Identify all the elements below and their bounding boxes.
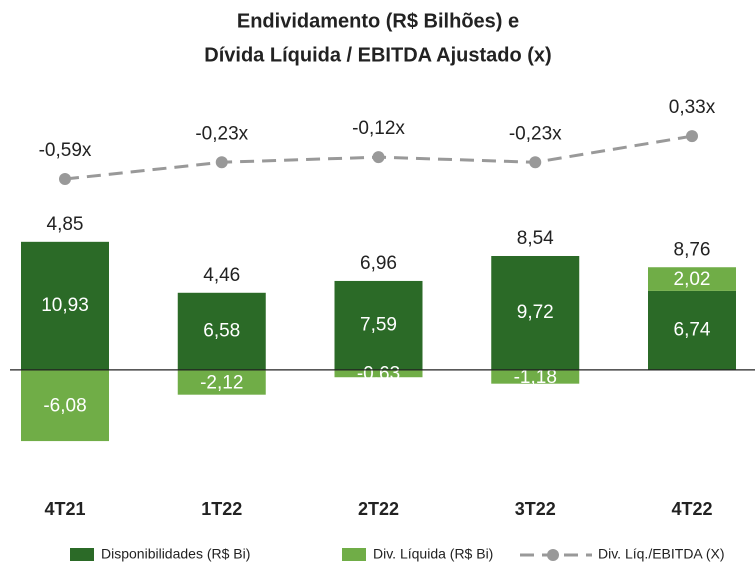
- bar: [334, 280, 423, 370]
- marker: [686, 130, 698, 143]
- total-label: 4,85: [47, 214, 84, 235]
- bar: [648, 290, 736, 370]
- legend-swatch: [70, 548, 94, 561]
- legend-label: Div. Líquida (R$ Bi): [373, 546, 493, 562]
- marker: [529, 156, 542, 169]
- x-tick-label: 4T21: [44, 499, 85, 519]
- x-tick-label: 2T22: [358, 499, 399, 519]
- total-label: 8,54: [517, 228, 554, 249]
- data-label: 7,59: [360, 314, 397, 335]
- data-label: -0,63: [357, 364, 400, 385]
- chart-title: Dívida Líquida / EBITDA Ajustado (x): [204, 44, 551, 66]
- data-label: 6,74: [674, 319, 711, 340]
- data-label: -1,18: [514, 367, 557, 388]
- total-label: 4,46: [203, 265, 240, 286]
- marker: [59, 173, 71, 186]
- bar: [21, 241, 109, 370]
- bar: [21, 369, 109, 442]
- bar: [177, 292, 266, 370]
- data-label: -0,23x: [509, 123, 562, 144]
- data-label: -2,12: [200, 372, 243, 393]
- marker: [215, 156, 228, 169]
- data-label: 9,72: [517, 302, 554, 323]
- data-label: -0,12x: [352, 118, 405, 139]
- bar: [491, 255, 580, 370]
- data-label: -0,23x: [195, 123, 248, 144]
- data-label: 2,02: [674, 269, 711, 290]
- data-label: -6,08: [43, 395, 86, 416]
- bar: [491, 369, 580, 384]
- bar: [648, 267, 736, 291]
- marker: [372, 151, 385, 164]
- x-tick-label: 3T22: [515, 499, 556, 519]
- bar: [334, 369, 423, 378]
- legend-swatch: [342, 548, 366, 561]
- data-label: 10,93: [41, 295, 89, 316]
- chart-title: Endividamento (R$ Bilhões) e: [237, 10, 519, 32]
- bar: [177, 369, 266, 395]
- legend-label: Disponibilidades (R$ Bi): [101, 546, 250, 562]
- legend-label: Div. Líq./EBITDA (X): [598, 546, 725, 562]
- total-label: 8,76: [674, 239, 711, 260]
- data-label: -0,59x: [39, 140, 92, 161]
- data-label: 6,58: [203, 320, 240, 341]
- total-label: 6,96: [360, 253, 397, 274]
- x-tick-label: 4T22: [671, 499, 712, 519]
- x-tick-label: 1T22: [201, 499, 242, 519]
- data-label: 0,33x: [669, 97, 716, 118]
- legend-marker: [547, 549, 559, 561]
